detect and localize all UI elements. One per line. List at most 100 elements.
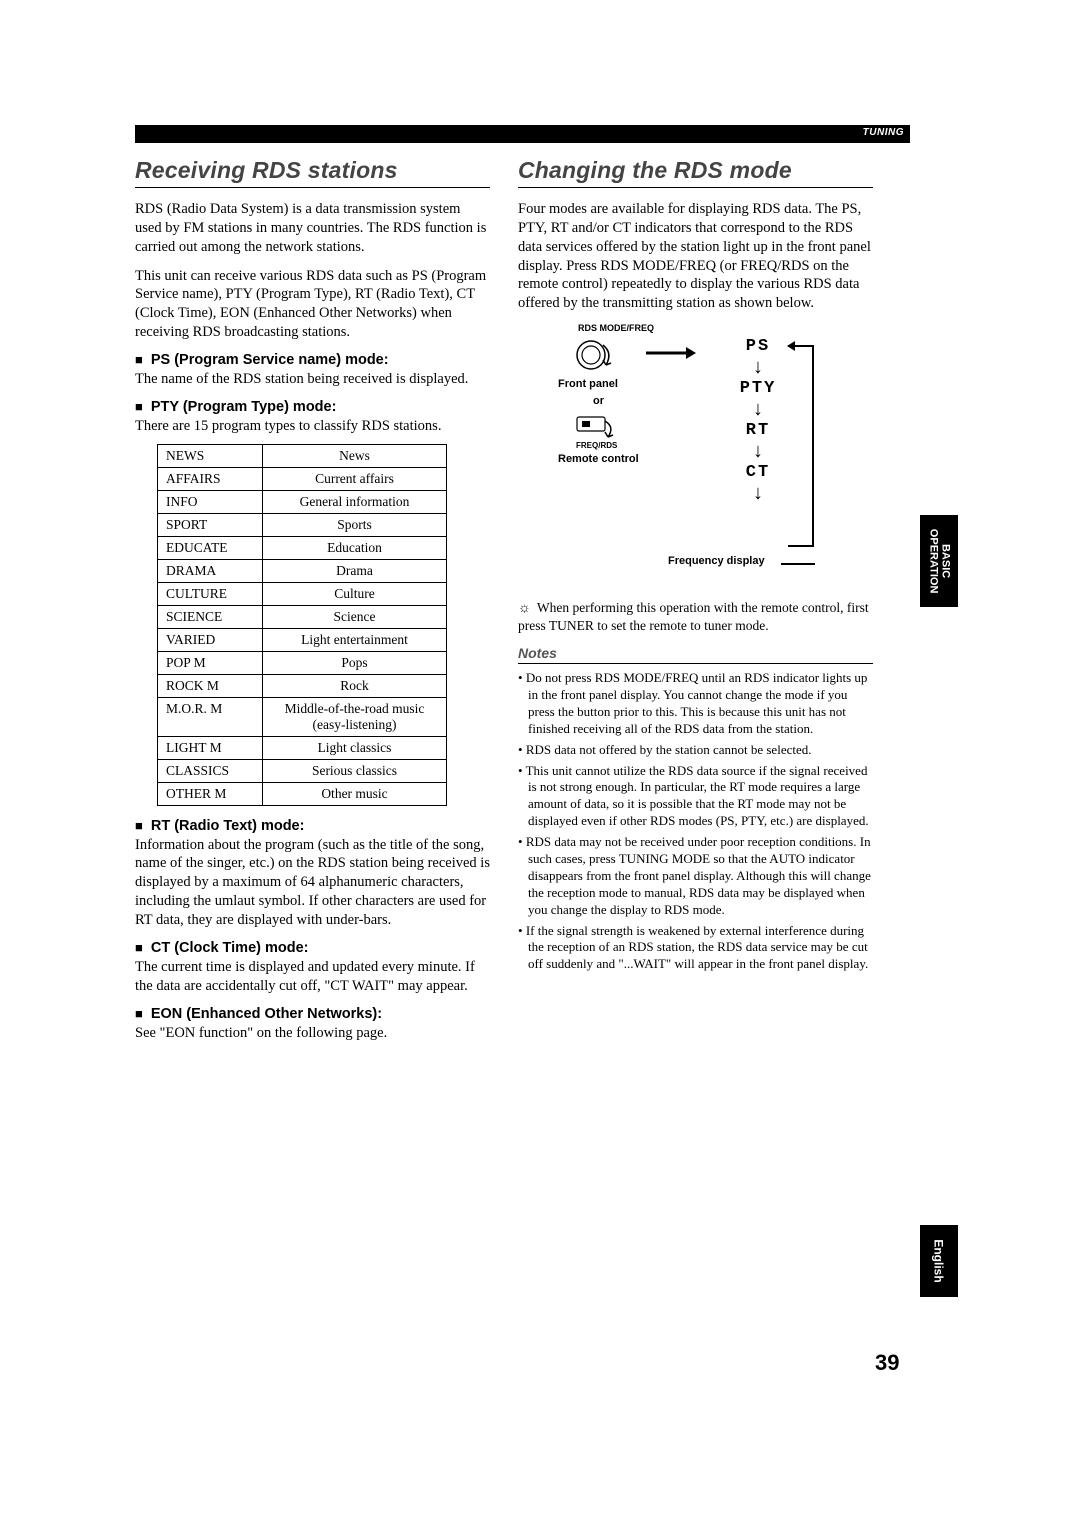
remote-control-label: Remote control	[558, 453, 639, 465]
return-loop-icon	[783, 341, 823, 551]
pty-code: NEWS	[158, 444, 263, 467]
pty-code: INFO	[158, 490, 263, 513]
table-row: LIGHT MLight classics	[158, 736, 447, 759]
pty-desc: Middle-of-the-road music (easy-listening…	[263, 697, 447, 736]
note-item: This unit cannot utilize the RDS data so…	[518, 763, 873, 831]
knob-icon	[573, 335, 617, 379]
pty-code: EDUCATE	[158, 536, 263, 559]
freq-rds-label: FREQ/RDS	[576, 441, 617, 450]
pty-heading: PTY (Program Type) mode:	[135, 399, 490, 415]
table-row: ROCK MRock	[158, 674, 447, 697]
arrow-down-icon	[728, 440, 788, 463]
table-row: AFFAIRSCurrent affairs	[158, 467, 447, 490]
tip-icon: ☼	[518, 601, 531, 616]
tip-block: ☼ When performing this operation with th…	[518, 599, 873, 635]
pty-code: AFFAIRS	[158, 467, 263, 490]
header-tab-label: TUNING	[863, 127, 904, 138]
note-item: Do not press RDS MODE/FREQ until an RDS …	[518, 670, 873, 738]
table-row: VARIEDLight entertainment	[158, 628, 447, 651]
notes-heading: Notes	[518, 645, 873, 664]
side-operation-label: OPERATION	[927, 529, 939, 594]
pty-text: There are 15 program types to classify R…	[135, 417, 490, 436]
table-row: DRAMADrama	[158, 559, 447, 582]
note-item: RDS data may not be received under poor …	[518, 834, 873, 918]
pty-desc: Pops	[263, 651, 447, 674]
rt-heading: RT (Radio Text) mode:	[135, 818, 490, 834]
pty-code: ROCK M	[158, 674, 263, 697]
state-chain: PS PTY RT CT	[728, 337, 788, 505]
side-tab-english: English	[920, 1225, 958, 1297]
arrow-down-icon	[728, 398, 788, 421]
ps-heading: PS (Program Service name) mode:	[135, 352, 490, 368]
side-english-label: English	[932, 1239, 946, 1282]
pty-code: SPORT	[158, 513, 263, 536]
table-row: NEWSNews	[158, 444, 447, 467]
pty-code: M.O.R. M	[158, 697, 263, 736]
pty-desc: Other music	[263, 782, 447, 805]
note-item: RDS data not offered by the station cann…	[518, 742, 873, 759]
pty-code: OTHER M	[158, 782, 263, 805]
pty-table: NEWSNewsAFFAIRSCurrent affairsINFOGenera…	[157, 444, 447, 806]
freq-display-line-icon	[781, 561, 815, 567]
table-row: SCIENCEScience	[158, 605, 447, 628]
side-basic-label: BASIC	[939, 544, 951, 578]
page-number: 39	[875, 1350, 899, 1376]
notes-list: Do not press RDS MODE/FREQ until an RDS …	[518, 670, 873, 973]
pty-code: CULTURE	[158, 582, 263, 605]
header-bar: TUNING	[135, 125, 910, 143]
note-item: If the signal strength is weakened by ex…	[518, 923, 873, 974]
pty-desc: Science	[263, 605, 447, 628]
arrow-down-icon	[728, 356, 788, 379]
pty-desc: Light classics	[263, 736, 447, 759]
pty-code: LIGHT M	[158, 736, 263, 759]
table-row: SPORTSports	[158, 513, 447, 536]
pty-desc: Rock	[263, 674, 447, 697]
state-ct: CT	[728, 463, 788, 482]
pty-code: CLASSICS	[158, 759, 263, 782]
ps-text: The name of the RDS station being receiv…	[135, 370, 490, 389]
table-row: EDUCATEEducation	[158, 536, 447, 559]
left-column: Receiving RDS stations RDS (Radio Data S…	[135, 157, 490, 1042]
pty-code: POP M	[158, 651, 263, 674]
pty-code: VARIED	[158, 628, 263, 651]
right-section-title: Changing the RDS mode	[518, 157, 873, 188]
eon-text: See "EON function" on the following page…	[135, 1024, 490, 1043]
rds-mode-freq-label: RDS MODE/FREQ	[578, 323, 654, 333]
table-row: CULTURECulture	[158, 582, 447, 605]
pty-code: SCIENCE	[158, 605, 263, 628]
pty-desc: General information	[263, 490, 447, 513]
frequency-display-label: Frequency display	[668, 555, 765, 567]
state-rt: RT	[728, 421, 788, 440]
tip-text: When performing this operation with the …	[518, 600, 869, 633]
pty-desc: Sports	[263, 513, 447, 536]
left-para-1: RDS (Radio Data System) is a data transm…	[135, 200, 490, 257]
pty-desc: Education	[263, 536, 447, 559]
left-para-2: This unit can receive various RDS data s…	[135, 267, 490, 342]
pty-desc: Culture	[263, 582, 447, 605]
left-section-title: Receiving RDS stations	[135, 157, 490, 188]
pty-code: DRAMA	[158, 559, 263, 582]
rt-text: Information about the program (such as t…	[135, 836, 490, 930]
table-row: INFOGeneral information	[158, 490, 447, 513]
pty-desc: Current affairs	[263, 467, 447, 490]
arrow-right-icon	[646, 345, 696, 361]
ct-text: The current time is displayed and update…	[135, 958, 490, 996]
pty-desc: News	[263, 444, 447, 467]
right-column: Changing the RDS mode Four modes are ava…	[518, 157, 873, 1042]
pty-desc: Light entertainment	[263, 628, 447, 651]
or-label: or	[593, 395, 604, 407]
arrow-down-icon	[728, 482, 788, 505]
pty-desc: Serious classics	[263, 759, 447, 782]
side-tab-basic-operation: BASICOPERATION	[920, 515, 958, 607]
right-para: Four modes are available for displaying …	[518, 200, 873, 313]
pty-desc: Drama	[263, 559, 447, 582]
state-ps: PS	[728, 337, 788, 356]
rds-mode-diagram: RDS MODE/FREQ Front panel or FREQ/RDS Re…	[518, 323, 873, 593]
table-row: CLASSICSSerious classics	[158, 759, 447, 782]
state-pty: PTY	[728, 379, 788, 398]
table-row: POP MPops	[158, 651, 447, 674]
page-content: TUNING Receiving RDS stations RDS (Radio…	[135, 125, 910, 1042]
table-row: M.O.R. MMiddle-of-the-road music (easy-l…	[158, 697, 447, 736]
front-panel-label: Front panel	[558, 378, 618, 390]
table-row: OTHER MOther music	[158, 782, 447, 805]
